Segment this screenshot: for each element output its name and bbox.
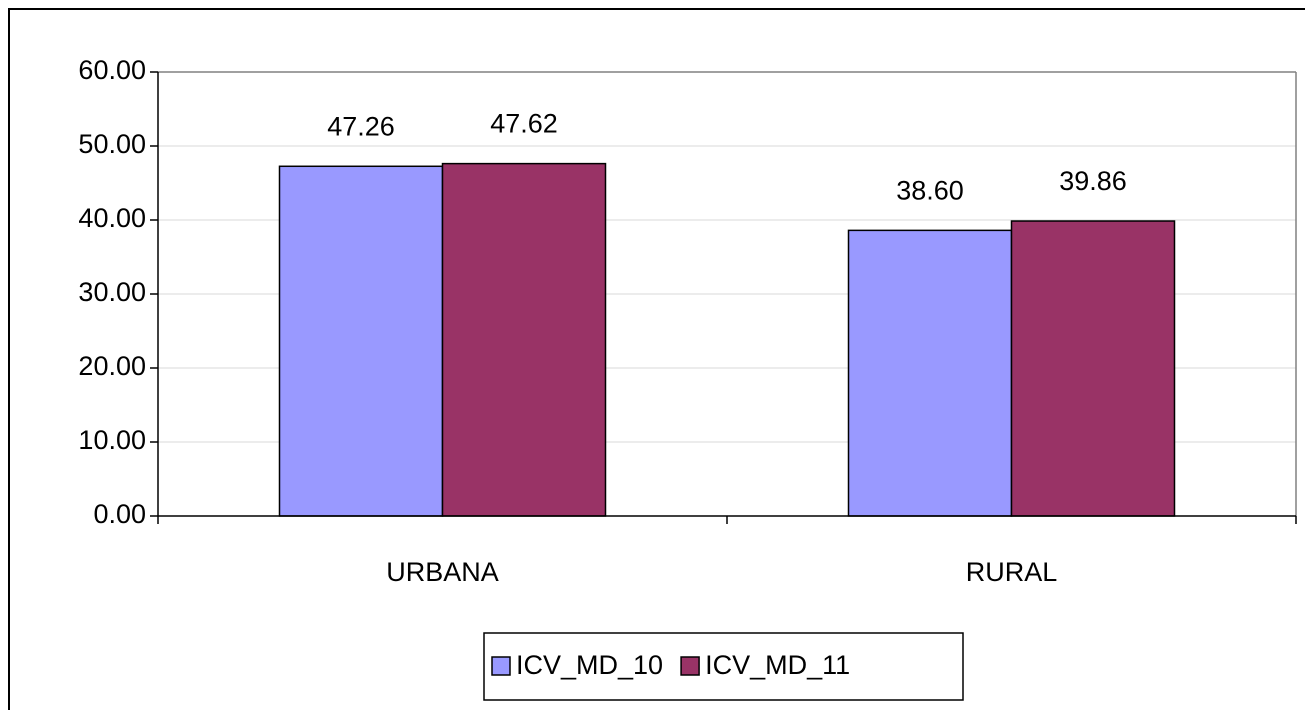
bar	[278, 165, 444, 517]
bar	[441, 162, 607, 517]
x-tick-label: URBANA	[386, 557, 499, 587]
legend-label: ICV_MD_10	[516, 650, 663, 680]
legend-marker	[491, 656, 511, 676]
y-tick-label: 0.00	[93, 499, 146, 529]
data-label: 39.86	[1059, 166, 1127, 196]
y-tick-label: 40.00	[78, 203, 146, 233]
y-tick-label: 60.00	[78, 55, 146, 85]
y-tick-label: 50.00	[78, 129, 146, 159]
y-tick-label: 20.00	[78, 351, 146, 381]
legend-label: ICV_MD_11	[705, 650, 850, 680]
data-label: 47.62	[490, 109, 558, 139]
data-label: 38.60	[896, 175, 964, 205]
data-label: 47.26	[327, 111, 395, 141]
bar	[1010, 220, 1176, 517]
x-tick-label: RURAL	[966, 557, 1058, 587]
y-tick-label: 30.00	[78, 277, 146, 307]
legend-marker	[680, 656, 700, 676]
bar	[847, 229, 1013, 517]
legend-box	[483, 632, 964, 701]
y-tick-label: 10.00	[78, 425, 146, 455]
